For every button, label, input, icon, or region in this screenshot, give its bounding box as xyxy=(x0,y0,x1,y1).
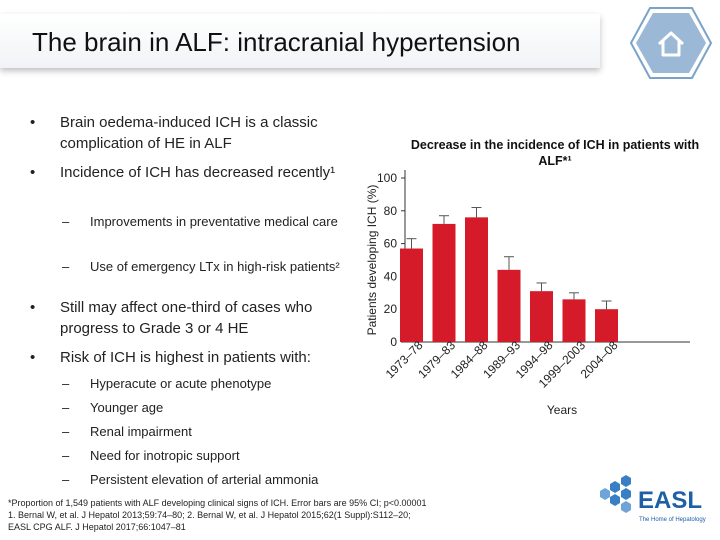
bar xyxy=(400,248,423,342)
bullet-glyph: • xyxy=(30,164,36,181)
chart-title: Decrease in the incidence of ICH in pati… xyxy=(410,138,700,168)
y-tick-label: 100 xyxy=(377,171,397,185)
x-axis-title: Years xyxy=(547,403,577,417)
dash-glyph: – xyxy=(62,259,70,274)
y-tick-label: 20 xyxy=(384,302,398,316)
dash-glyph: – xyxy=(62,424,70,439)
easl-logo: EASL The Home of Hepatology xyxy=(600,475,706,523)
bullet-text: Incidence of ICH has decreased recently¹ xyxy=(60,164,336,181)
logo-wordmark: EASL xyxy=(638,487,702,514)
dash-glyph: – xyxy=(62,448,70,463)
bullet-text: Renal impairment xyxy=(90,424,192,439)
bullet-text: Persistent elevation of arterial ammonia xyxy=(90,472,319,487)
bullet-glyph: • xyxy=(30,349,36,366)
y-tick-label: 40 xyxy=(384,269,398,283)
bar xyxy=(465,217,488,342)
y-tick-label: 60 xyxy=(384,237,398,251)
footnote: *Proportion of 1,549 patients with ALF d… xyxy=(8,497,608,533)
y-tick-label: 0 xyxy=(390,335,397,349)
bullet-glyph: • xyxy=(30,299,36,316)
footnote-line: EASL CPG ALF. J Hepatol 2017;66:1047–81 xyxy=(8,522,186,532)
bullet-glyph: • xyxy=(30,114,36,131)
footnote-line: *Proportion of 1,549 patients with ALF d… xyxy=(8,498,427,508)
bullet-text: Risk of ICH is highest in patients with: xyxy=(60,349,311,366)
dash-glyph: – xyxy=(62,376,70,391)
bar xyxy=(530,291,553,342)
bullet-text: Still may affect one-third of cases who … xyxy=(60,299,313,337)
dash-glyph: – xyxy=(62,472,70,487)
bullet-text: Younger age xyxy=(90,400,164,415)
page-title: The brain in ALF: intracranial hypertens… xyxy=(32,27,521,57)
dash-glyph: – xyxy=(62,214,70,229)
bar xyxy=(497,269,521,342)
home-icon[interactable] xyxy=(629,6,713,80)
y-tick-label: 80 xyxy=(384,204,398,218)
bullet-text: Improvements in preventative medical car… xyxy=(90,214,338,229)
footnote-line: 1. Bernal W, et al. J Hepatol 2013;59:74… xyxy=(8,510,411,520)
dash-glyph: – xyxy=(62,400,70,415)
bullet-text: Need for inotropic support xyxy=(90,448,240,463)
slide-header: The brain in ALF: intracranial hypertens… xyxy=(0,0,720,79)
y-axis-title: Patients developing ICH (%) xyxy=(365,185,379,336)
logo-hexagon-cluster-icon xyxy=(600,475,631,513)
logo-tagline: The Home of Hepatology xyxy=(639,517,706,523)
bullet-text: Brain oedema-induced ICH is a classic co… xyxy=(60,114,318,152)
title-bar xyxy=(0,14,600,68)
bar xyxy=(432,223,456,342)
bullet-text: Hyperacute or acute phenotype xyxy=(90,376,272,391)
bar xyxy=(595,309,618,342)
bullet-text: Use of emergency LTx in high-risk patien… xyxy=(90,259,340,274)
bar xyxy=(562,299,586,342)
